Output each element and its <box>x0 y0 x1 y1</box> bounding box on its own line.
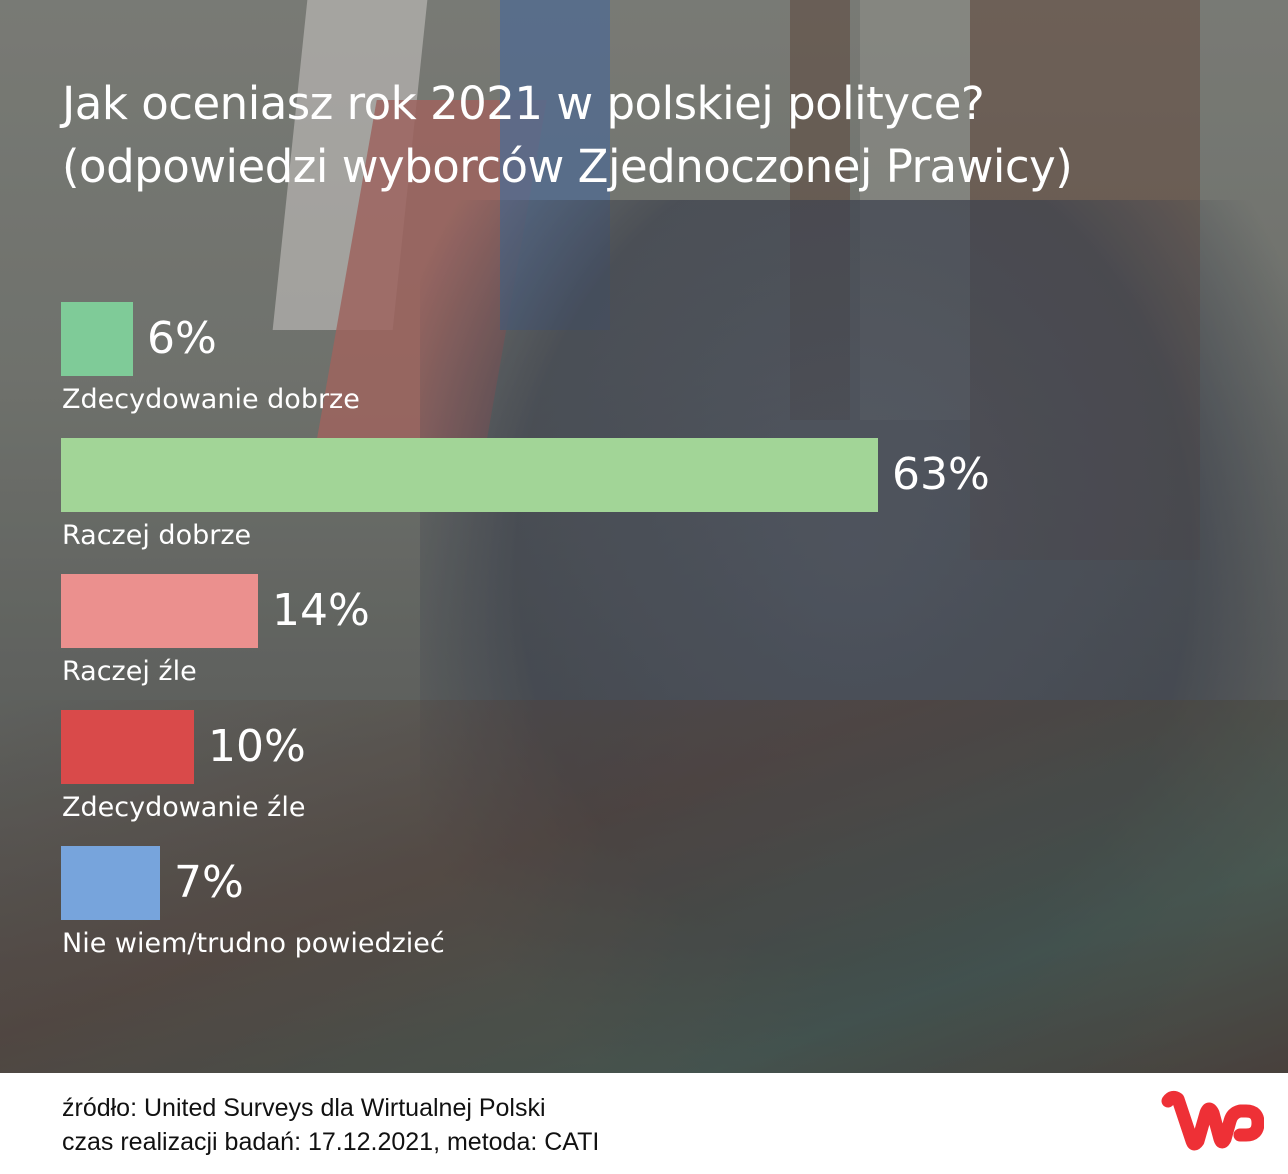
category-label: Zdecydowanie dobrze <box>62 384 360 415</box>
value-label: 14% <box>272 585 370 636</box>
value-label: 63% <box>892 449 990 500</box>
wp-logo-icon <box>1161 1090 1264 1151</box>
title-line-1: Jak oceniasz rok 2021 w polskiej polityc… <box>62 77 985 130</box>
parliament-benches <box>0 700 1288 1073</box>
background-photo <box>0 0 1288 1073</box>
photo-dim-overlay <box>0 0 1288 1073</box>
category-label: Zdecydowanie źle <box>62 792 306 823</box>
source-line: źródło: United Surveys dla Wirtualnej Po… <box>62 1094 546 1122</box>
bar-zdecydowanie-zle <box>61 710 194 784</box>
title-line-2: (odpowiedzi wyborców Zjednoczonej Prawic… <box>62 140 1073 193</box>
chart-title: Jak oceniasz rok 2021 w polskiej polityc… <box>62 72 1073 198</box>
bar-nie-wiem <box>61 846 160 920</box>
bar-raczej-zle <box>61 574 258 648</box>
value-label: 7% <box>174 857 244 908</box>
source-note: źródło: United Surveys dla Wirtualnej Po… <box>62 1091 599 1159</box>
category-label: Nie wiem/trudno powiedzieć <box>62 928 445 959</box>
value-label: 10% <box>208 721 306 772</box>
value-label: 6% <box>147 313 217 364</box>
footer: źródło: United Surveys dla Wirtualnej Po… <box>0 1073 1288 1174</box>
method-line: czas realizacji badań: 17.12.2021, metod… <box>62 1128 600 1156</box>
bar-zdecydowanie-dobrze <box>61 302 133 376</box>
category-label: Raczej źle <box>62 656 197 687</box>
category-label: Raczej dobrze <box>62 520 252 551</box>
bar-raczej-dobrze <box>61 438 878 512</box>
